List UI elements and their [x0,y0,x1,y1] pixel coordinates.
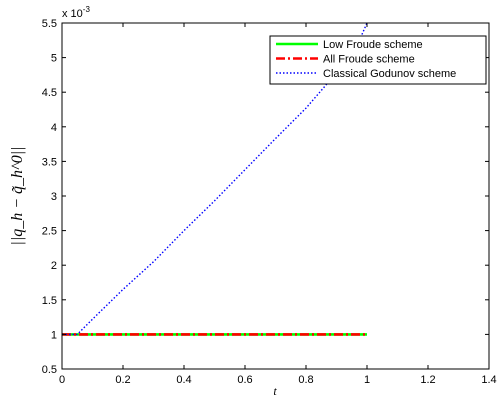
x-tick-label: 0.8 [298,374,313,386]
y-tick-label: 1 [51,329,57,341]
y-tick-label: 5 [51,53,57,65]
y-exponent-power: -3 [83,5,91,14]
y-ticks: 0.5 1 1.5 2 2.5 3 3.5 4 4.5 5 5.5 [42,18,489,376]
legend-entries: Low Froude scheme All Froude scheme Classi… [276,39,456,80]
legend-label: All Froude scheme [323,54,415,66]
y-tick-label: 0.5 [42,364,57,376]
y-exponent-base: x 10 [62,8,83,20]
x-tick-label: 0.4 [176,374,191,386]
x-axis-label: t [273,384,277,398]
legend-label: Low Froude scheme [323,39,423,51]
series-layer [62,22,368,336]
series-line-3 [62,22,368,336]
y-axis-label: ||q_h − q̃_h^0|| [9,146,26,245]
y-tick-label: 2 [51,260,57,272]
y-tick-label: 5.5 [42,18,57,30]
y-exponent-label: x 10-3 [62,5,90,20]
y-tick-label: 2.5 [42,226,57,238]
x-tick-label: 0.6 [237,374,252,386]
y-tick-label: 1.5 [42,295,57,307]
x-tick-label: 1 [364,374,370,386]
x-tick-label: 1.2 [420,374,435,386]
x-tick-label: 0.2 [115,374,130,386]
x-tick-label: 0 [59,374,65,386]
y-tick-label: 4.5 [42,87,57,99]
x-ticks: 0 0.2 0.4 0.6 0.8 1 1.2 1.4 [59,23,497,386]
y-tick-label: 3.5 [42,156,57,168]
x-tick-label: 1.4 [481,374,496,386]
y-tick-label: 3 [51,191,57,203]
y-tick-label: 4 [51,122,57,134]
legend-label: Classical Godunov scheme [323,68,456,80]
legend: Low Froude scheme All Froude scheme Classi… [269,35,487,85]
